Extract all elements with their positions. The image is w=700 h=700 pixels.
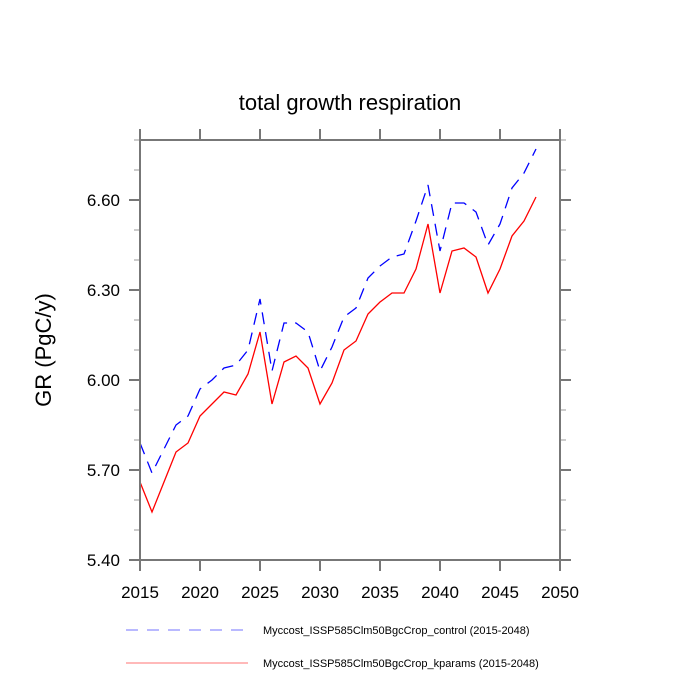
legend-label: Myccost_ISSP585Clm50BgcCrop_kparams (201…: [263, 658, 539, 670]
legend-label: Myccost_ISSP585Clm50BgcCrop_control (201…: [263, 625, 530, 637]
series-line-kparams: [139, 196, 537, 514]
series-line-control: [139, 148, 537, 475]
x-tick-label: 2030: [301, 583, 339, 602]
x-tick-label: 2040: [421, 583, 459, 602]
x-tick-label: 2015: [121, 583, 159, 602]
y-tick-label: 6.30: [87, 281, 120, 300]
chart-title: total growth respiration: [239, 90, 462, 115]
series-lines: [139, 148, 537, 514]
x-tick-label: 2020: [181, 583, 219, 602]
y-axis-label: GR (PgC/y): [31, 293, 56, 407]
y-tick-label: 5.40: [87, 551, 120, 570]
legend: Myccost_ISSP585Clm50BgcCrop_control (201…: [126, 625, 539, 670]
y-tick-label: 6.00: [87, 371, 120, 390]
x-tick-label: 2035: [361, 583, 399, 602]
y-tick-label: 5.70: [87, 461, 120, 480]
axis-ticks: 2015 2020 2025 2030 2035 2040 2045 2050 5.40 5.70…: [87, 129, 579, 602]
x-tick-label: 2045: [481, 583, 519, 602]
x-tick-label: 2025: [241, 583, 279, 602]
y-tick-label: 6.60: [87, 191, 120, 210]
plot-frame: [139, 139, 561, 561]
x-tick-label: 2050: [541, 583, 579, 602]
